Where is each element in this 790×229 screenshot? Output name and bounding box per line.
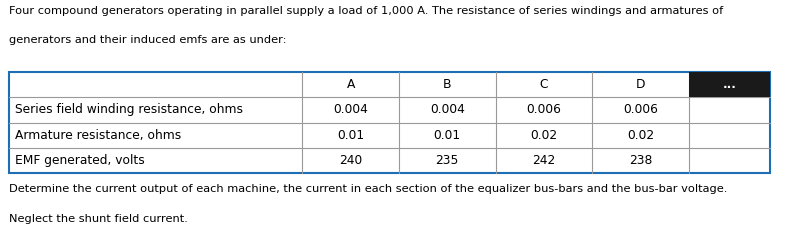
Text: 0.004: 0.004 xyxy=(430,104,465,116)
Text: 0.02: 0.02 xyxy=(627,129,654,142)
Text: 0.006: 0.006 xyxy=(623,104,658,116)
Text: EMF generated, volts: EMF generated, volts xyxy=(15,154,145,167)
Text: 235: 235 xyxy=(435,154,459,167)
Text: 0.01: 0.01 xyxy=(337,129,364,142)
Text: Series field winding resistance, ohms: Series field winding resistance, ohms xyxy=(15,104,243,116)
Text: 238: 238 xyxy=(629,154,653,167)
Text: 240: 240 xyxy=(339,154,363,167)
Text: 0.02: 0.02 xyxy=(530,129,558,142)
Text: Neglect the shunt field current.: Neglect the shunt field current. xyxy=(9,214,188,224)
Text: C: C xyxy=(540,78,548,91)
Text: Four compound generators operating in parallel supply a load of 1,000 A. The res: Four compound generators operating in pa… xyxy=(9,6,724,16)
Text: Armature resistance, ohms: Armature resistance, ohms xyxy=(15,129,181,142)
Text: 0.01: 0.01 xyxy=(434,129,461,142)
Text: 0.004: 0.004 xyxy=(333,104,368,116)
Text: generators and their induced emfs are as under:: generators and their induced emfs are as… xyxy=(9,35,287,46)
Text: D: D xyxy=(636,78,645,91)
Text: 242: 242 xyxy=(532,154,555,167)
Text: 0.006: 0.006 xyxy=(526,104,562,116)
Text: ...: ... xyxy=(723,78,736,91)
Text: Determine the current output of each machine, the current in each section of the: Determine the current output of each mac… xyxy=(9,184,728,194)
Text: B: B xyxy=(443,78,452,91)
Text: A: A xyxy=(347,78,355,91)
